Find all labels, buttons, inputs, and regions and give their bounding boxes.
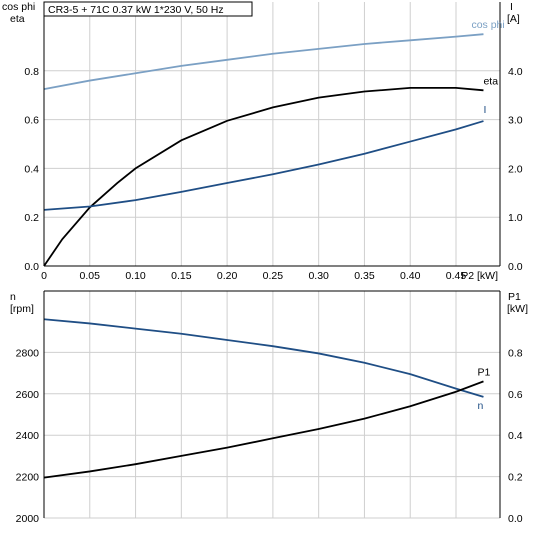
axis-labels: 0 0.05 0.10 0.15 0.20 0.25 0.30 0.35 0.40 0.45 0.0… xyxy=(2,1,528,525)
series-line-n xyxy=(43,318,484,398)
y-right-unit-label: [A] xyxy=(507,13,520,25)
x-axis-label: P2 [kW] xyxy=(461,270,498,282)
y-right-tick-label: 0.6 xyxy=(508,389,523,401)
series-label-cos-phi: cos phi xyxy=(471,19,504,31)
x-tick-label: 0.40 xyxy=(400,270,421,282)
x-tick-label: 0.10 xyxy=(125,270,146,282)
y-right-tick-label: 0.2 xyxy=(508,472,523,484)
series-line-P1 xyxy=(43,380,484,479)
y-right-axis-label: I xyxy=(510,1,513,13)
x-tick-label: 0.45 xyxy=(446,270,467,282)
y-right-tick-label: 0.0 xyxy=(508,261,523,273)
y-right-tick-label: 2.0 xyxy=(508,163,523,175)
series-label-eta: eta xyxy=(483,75,498,87)
y-left-tick-label: 2200 xyxy=(16,472,40,484)
x-tick-label: 0.25 xyxy=(263,270,284,282)
bottom-chart-grid xyxy=(43,291,500,519)
y-left-axis-label: cos phi xyxy=(2,1,35,13)
y-right-tick-label: 0.0 xyxy=(508,513,523,525)
series-line-eta xyxy=(43,86,484,267)
chart-frames: CR3-5 + 71C 0.37 kW 1*230 V, 50 Hz xyxy=(43,1,501,518)
series-label-n: n xyxy=(477,400,483,412)
y-right-tick-label: 1.0 xyxy=(508,212,523,224)
y-right-axis-label: P1 xyxy=(508,291,521,303)
series-line-I xyxy=(43,120,484,211)
x-tick-label: 0.35 xyxy=(354,270,375,282)
y-left-tick-label: 2000 xyxy=(16,513,40,525)
y-left-unit-label: [rpm] xyxy=(10,303,34,315)
series-label-P1: P1 xyxy=(477,366,490,378)
series-line-cos-phi xyxy=(43,33,484,90)
x-tick-label: 0.30 xyxy=(308,270,329,282)
y-left-tick-label: 0.0 xyxy=(24,261,39,273)
top-chart-grid xyxy=(43,2,500,267)
y-right-tick-label: 3.0 xyxy=(508,115,523,127)
y-left-tick-label: 0.2 xyxy=(24,212,39,224)
series-layer xyxy=(43,33,484,479)
y-right-tick-label: 0.4 xyxy=(508,430,523,442)
x-tick-label: 0 xyxy=(41,270,47,282)
y-left-tick-label: 2400 xyxy=(16,430,40,442)
header-text: CR3-5 + 71C 0.37 kW 1*230 V, 50 Hz xyxy=(48,4,224,16)
y-left-tick-label: 2800 xyxy=(16,347,40,359)
y-right-tick-label: 4.0 xyxy=(508,66,523,78)
y-left-axis-label: eta xyxy=(10,13,25,25)
y-left-tick-label: 0.8 xyxy=(24,66,39,78)
y-right-tick-label: 0.8 xyxy=(508,347,523,359)
y-left-axis-label: n xyxy=(10,291,16,303)
y-right-unit-label: [kW] xyxy=(507,303,528,315)
series-label-I: I xyxy=(483,104,486,116)
y-left-tick-label: 0.6 xyxy=(24,115,39,127)
x-tick-label: 0.15 xyxy=(171,270,192,282)
y-left-tick-label: 2600 xyxy=(16,389,40,401)
y-left-tick-label: 0.4 xyxy=(24,163,39,175)
x-tick-label: 0.20 xyxy=(217,270,238,282)
x-tick-label: 0.05 xyxy=(80,270,101,282)
